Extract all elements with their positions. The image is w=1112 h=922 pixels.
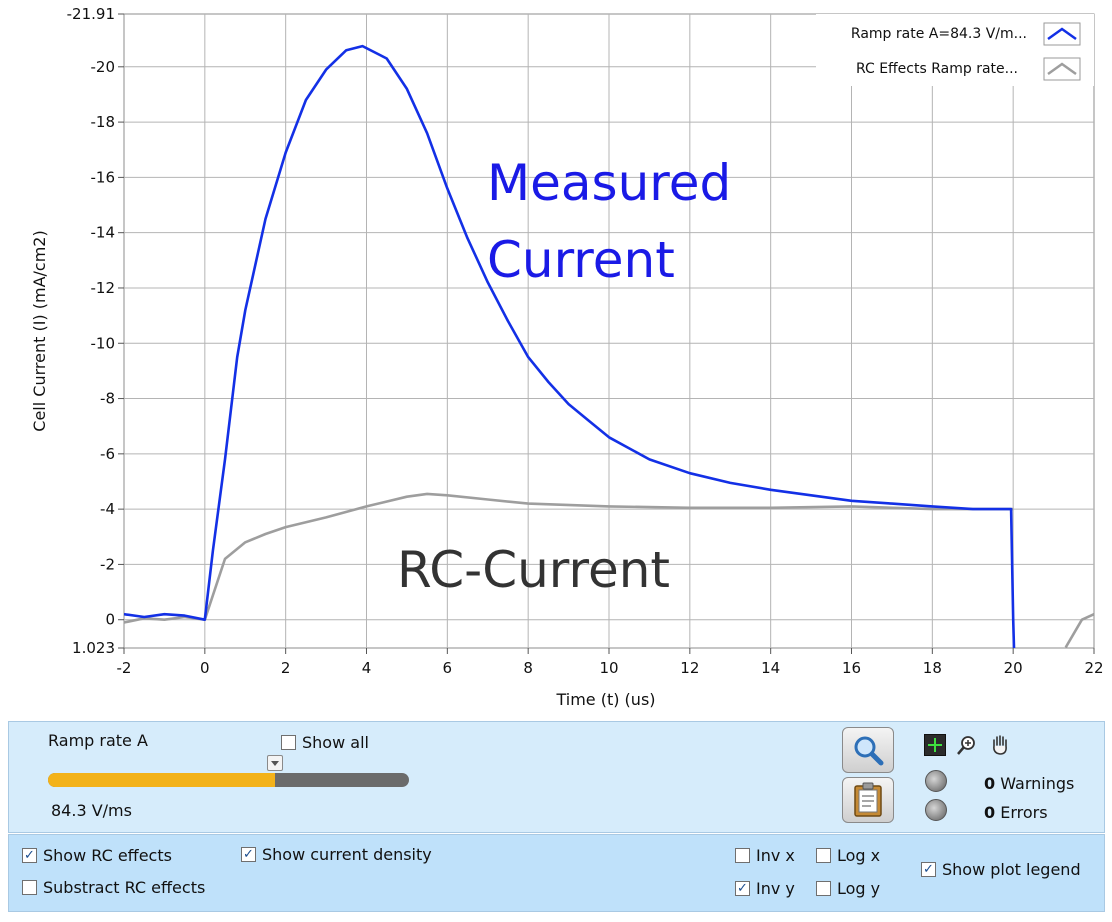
series-line-2	[1064, 613, 1094, 648]
y-tick-label: -6	[100, 445, 115, 463]
show-plot-legend-box[interactable]: ✓	[921, 862, 936, 877]
x-tick-label: 0	[200, 659, 210, 677]
y-axis-label: Cell Current (I) (mA/cm2)	[30, 230, 49, 431]
x-tick-label: 20	[1004, 659, 1023, 677]
series-line-1	[124, 44, 1016, 648]
annotation-rc-current: RC-Current	[397, 541, 670, 599]
show-all-checkbox[interactable]: Show all	[281, 733, 369, 752]
ramp-rate-slider[interactable]	[48, 773, 409, 787]
y-axis-ticks: -21.91-20-18-16-14-12-10-8-6-4-201.023	[67, 5, 124, 657]
inv-x-box[interactable]	[735, 848, 750, 863]
inv-y-box[interactable]: ✓	[735, 881, 750, 896]
inv-y-checkbox[interactable]: ✓ Inv y	[735, 879, 795, 898]
crosshair-icon	[924, 734, 946, 756]
annotation-measured-current: Measured Current	[487, 154, 747, 289]
show-plot-legend-checkbox[interactable]: ✓ Show plot legend	[921, 860, 1081, 879]
legend-swatch-series-2[interactable]	[1043, 57, 1081, 81]
y-tick-label: -2	[100, 555, 115, 573]
inv-x-label: Inv x	[756, 846, 795, 865]
zoom-tool-icon	[957, 736, 975, 755]
show-rc-effects-label: Show RC effects	[43, 846, 172, 865]
show-rc-effects-box[interactable]: ✓	[22, 848, 37, 863]
chart: -21.91-20-18-16-14-12-10-8-6-4-201.023 -…	[30, 5, 1104, 709]
legend-label-series-1: Ramp rate A=84.3 V/m...	[851, 26, 1027, 42]
errors-status: 0 Errors	[984, 803, 1048, 822]
substract-rc-effects-box[interactable]	[22, 880, 37, 895]
copy-to-clipboard-button[interactable]	[842, 777, 894, 823]
x-tick-label: 8	[523, 659, 533, 677]
show-current-density-box[interactable]: ✓	[241, 847, 256, 862]
errors-label: Errors	[1000, 803, 1048, 822]
errors-count: 0	[984, 803, 996, 822]
y-tick-label: -14	[91, 224, 116, 242]
x-tick-label: 2	[281, 659, 291, 677]
x-tick-label: 18	[923, 659, 942, 677]
substract-rc-effects-checkbox[interactable]: Substract RC effects	[22, 878, 205, 897]
ramp-rate-label: Ramp rate A	[48, 731, 148, 750]
y-tick-label: 1.023	[72, 639, 115, 657]
series-layer	[124, 44, 1094, 648]
magnifier-icon	[854, 736, 884, 766]
pan-tool[interactable]	[988, 733, 1012, 757]
inv-x-checkbox[interactable]: Inv x	[735, 846, 795, 865]
clipboard-icon	[854, 782, 882, 817]
hand-icon	[993, 735, 1007, 755]
warnings-status: 0 Warnings	[984, 774, 1074, 793]
warnings-label: Warnings	[1000, 774, 1075, 793]
zoom-button[interactable]	[842, 727, 894, 773]
y-tick-label: -10	[91, 334, 116, 352]
x-tick-label: 10	[599, 659, 618, 677]
errors-indicator	[925, 799, 947, 821]
log-y-checkbox[interactable]: Log y	[816, 879, 880, 898]
cursor-tool[interactable]	[923, 733, 947, 757]
slider-thumb[interactable]	[267, 755, 284, 771]
y-tick-label: -12	[91, 279, 116, 297]
show-all-label: Show all	[302, 733, 369, 752]
y-tick-label: -21.91	[67, 5, 115, 23]
y-tick-label: -18	[91, 113, 116, 131]
warnings-indicator	[925, 770, 947, 792]
show-rc-effects-checkbox[interactable]: ✓ Show RC effects	[22, 846, 172, 865]
x-axis-label: Time (t) (us)	[555, 690, 655, 709]
warnings-count: 0	[984, 774, 996, 793]
show-current-density-checkbox[interactable]: ✓ Show current density	[241, 845, 432, 864]
y-tick-label: -4	[100, 500, 115, 518]
legend-label-series-2: RC Effects Ramp rate...	[856, 61, 1018, 77]
x-tick-label: 22	[1084, 659, 1103, 677]
x-tick-label: 12	[680, 659, 699, 677]
substract-rc-effects-label: Substract RC effects	[43, 878, 206, 897]
x-tick-label: 6	[443, 659, 453, 677]
show-plot-legend-label: Show plot legend	[942, 860, 1081, 879]
show-all-box[interactable]	[281, 735, 296, 750]
legend-swatch-series-1[interactable]	[1043, 22, 1081, 46]
y-tick-label: 0	[105, 611, 115, 629]
zoom-tool[interactable]	[955, 733, 979, 757]
ramp-rate-value: 84.3 V/ms	[51, 801, 132, 820]
slider-fill	[48, 773, 276, 787]
log-y-label: Log y	[837, 879, 881, 898]
log-x-checkbox[interactable]: Log x	[816, 846, 880, 865]
y-tick-label: -16	[91, 168, 116, 186]
log-x-label: Log x	[837, 846, 881, 865]
x-tick-label: 14	[761, 659, 780, 677]
x-tick-label: 4	[362, 659, 372, 677]
log-y-box[interactable]	[816, 881, 831, 896]
y-tick-label: -8	[100, 390, 115, 408]
log-x-box[interactable]	[816, 848, 831, 863]
inv-y-label: Inv y	[756, 879, 795, 898]
x-tick-label: -2	[117, 659, 132, 677]
x-axis-ticks: -2 0 2 4 6 8 10 12 14 16 18 20 22	[117, 648, 1104, 677]
x-tick-label: 16	[842, 659, 861, 677]
plot-legend: Ramp rate A=84.3 V/m... RC Effects Ramp …	[816, 14, 1094, 86]
show-current-density-label: Show current density	[262, 845, 432, 864]
y-tick-label: -20	[91, 58, 116, 76]
